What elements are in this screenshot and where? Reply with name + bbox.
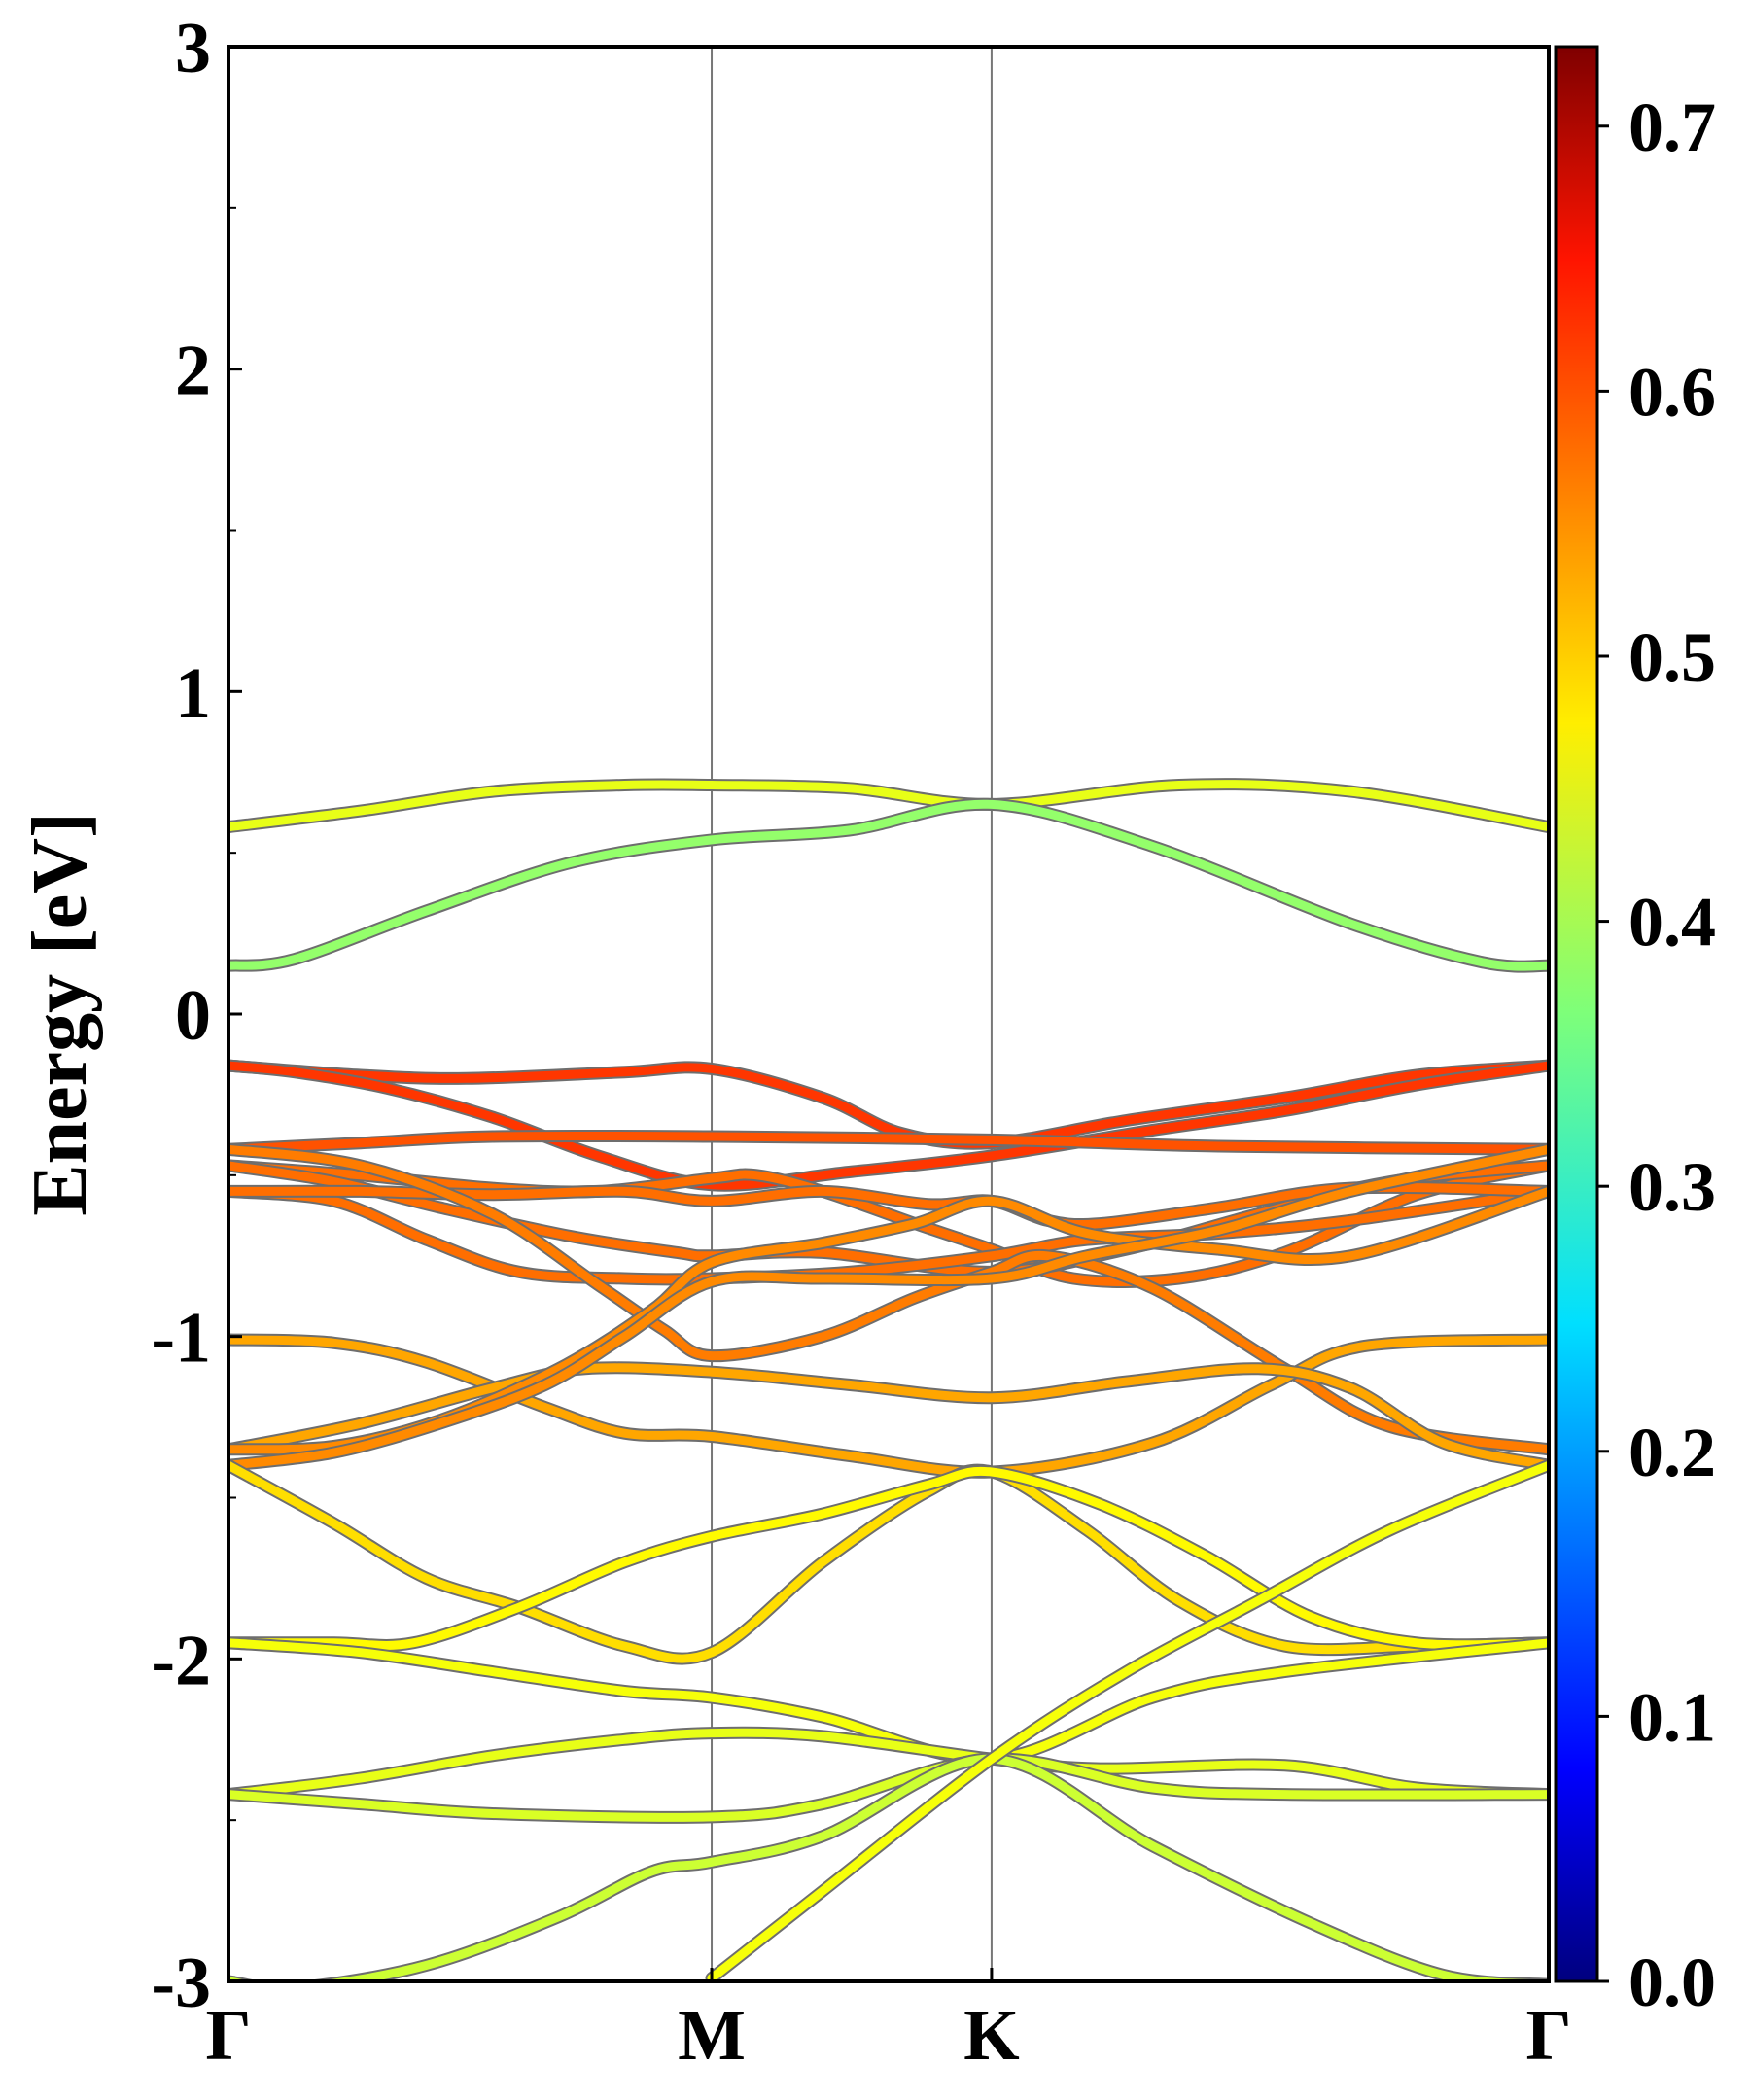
kpoint-label: Γ xyxy=(205,1996,251,2076)
plot-frame xyxy=(227,45,1551,1983)
bands xyxy=(228,778,1549,1981)
colorbar-tick-label: 0.1 xyxy=(1628,1678,1716,1756)
colorbar-tick-label: 0.5 xyxy=(1628,618,1716,696)
band-line xyxy=(228,1638,1549,1764)
colorbar xyxy=(1554,45,1599,1983)
band-line xyxy=(228,1460,1549,1663)
y-tick-label: 1 xyxy=(175,653,211,733)
y-axis-title: Energy [eV] xyxy=(18,812,103,1215)
band-line xyxy=(228,1061,1549,1148)
y-tick-label: 2 xyxy=(175,332,211,411)
band-line xyxy=(707,1460,1549,1981)
y-tick-label: 0 xyxy=(175,976,211,1056)
y-tick-label: -2 xyxy=(151,1621,211,1700)
band-line xyxy=(228,1728,1549,1800)
y-tick-label: -1 xyxy=(151,1299,211,1379)
band-line xyxy=(228,1182,1549,1230)
band-line xyxy=(228,1131,1549,1154)
colorbar-tick-label: 0.7 xyxy=(1628,88,1716,166)
band-line xyxy=(228,780,1549,832)
colorbar-tick-label: 0.3 xyxy=(1628,1148,1716,1226)
kpoint-label: M xyxy=(678,1996,746,2076)
band-line xyxy=(228,1754,1549,1981)
band-line xyxy=(228,1754,1549,1822)
y-axis-ticks: -3 -2 -1 0 1 2 3 xyxy=(151,9,242,2023)
band-line-outline xyxy=(228,797,1549,973)
kpoint-label: Γ xyxy=(1525,1996,1571,2076)
colorbar-tick-label: 0.4 xyxy=(1628,884,1716,962)
high-symmetry-lines xyxy=(711,47,993,1981)
band-line xyxy=(228,1363,1549,1470)
colorbar-tick-label: 0.0 xyxy=(1628,1943,1716,2021)
band-line xyxy=(228,1466,1549,1650)
y-tick-label: -3 xyxy=(151,1943,211,2023)
band-line xyxy=(228,1061,1549,1190)
kpoint-label: K xyxy=(963,1996,1020,2076)
band-line xyxy=(228,799,1549,971)
y-tick-label: 3 xyxy=(175,9,211,88)
colorbar-tick-label: 0.2 xyxy=(1628,1414,1716,1491)
colorbar-ticks: 0.0 0.1 0.2 0.3 0.4 0.5 0.6 0.7 xyxy=(1597,88,1716,2021)
colorbar-tick-label: 0.6 xyxy=(1628,353,1716,431)
band-line xyxy=(228,1144,1549,1470)
